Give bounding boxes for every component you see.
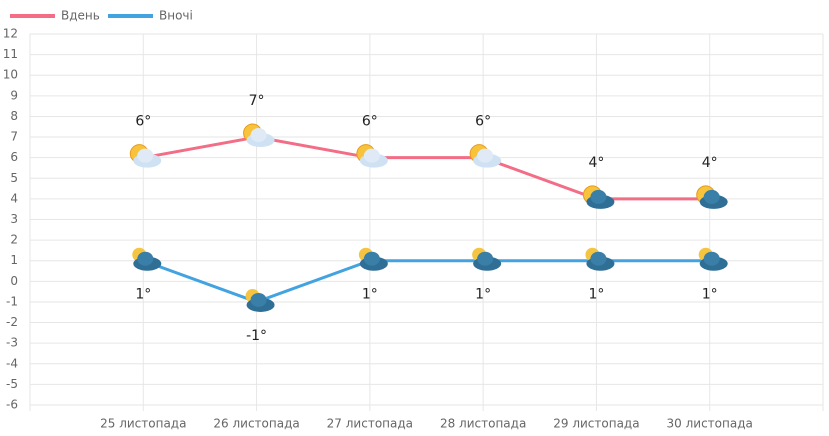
y-tick-label: 9 <box>10 88 18 102</box>
y-tick-label: -2 <box>6 315 18 329</box>
y-tick-label: -1 <box>6 294 18 308</box>
cloud <box>590 189 607 204</box>
x-tick-label: 30 листопада <box>667 417 753 431</box>
weather-icon <box>129 144 162 168</box>
y-tick-label: 1 <box>10 253 18 267</box>
weather-icon <box>243 123 275 148</box>
weather-icon <box>472 247 502 271</box>
cloud <box>137 251 154 266</box>
value-label: 1° <box>135 287 151 303</box>
value-label: 1° <box>475 287 491 303</box>
series-line <box>143 135 710 201</box>
x-tick-label: 28 листопада <box>440 417 526 431</box>
y-tick-label: -6 <box>6 398 18 412</box>
weather-icon <box>585 247 615 271</box>
cloud <box>590 251 607 266</box>
value-label: 1° <box>702 287 718 303</box>
weather-icon <box>245 288 275 312</box>
x-tick-label: 25 листопада <box>100 417 186 431</box>
y-tick-label: 10 <box>3 68 18 82</box>
cloud <box>137 148 154 163</box>
y-tick-label: -3 <box>6 336 18 350</box>
series-line <box>142 259 710 304</box>
value-label: 7° <box>249 93 265 109</box>
weather-icon <box>356 144 388 168</box>
cloud <box>250 128 267 143</box>
x-tick-label: 29 листопада <box>553 417 639 431</box>
y-tick-label: 8 <box>10 109 18 123</box>
value-label: 6° <box>135 114 151 130</box>
value-label: 4° <box>588 155 604 171</box>
cloud <box>363 251 380 266</box>
cloud <box>363 148 380 163</box>
y-tick-label: 0 <box>10 274 18 288</box>
y-tick-label: 2 <box>10 233 18 247</box>
value-label: 1° <box>362 287 378 303</box>
y-tick-label: 6 <box>10 150 18 164</box>
x-tick-label: 26 листопада <box>213 417 299 431</box>
weather-icon <box>469 144 502 168</box>
y-tick-label: 3 <box>10 212 18 226</box>
cloud <box>477 148 494 163</box>
y-tick-label: -4 <box>6 356 18 370</box>
weather-icon <box>358 247 388 271</box>
weather-icon <box>582 185 615 209</box>
value-label: 6° <box>362 114 378 130</box>
value-label: 4° <box>702 155 718 171</box>
cloud <box>477 251 494 266</box>
y-tick-label: 4 <box>10 191 18 205</box>
value-label: 1° <box>588 287 604 303</box>
weather-icon <box>698 247 728 271</box>
weather-icon <box>696 185 728 209</box>
y-tick-label: 5 <box>10 171 18 185</box>
value-label: -1° <box>246 328 267 344</box>
cloud <box>703 251 720 266</box>
cloud <box>703 189 720 204</box>
y-tick-label: -5 <box>6 377 18 391</box>
cloud <box>250 292 267 307</box>
legend-label: Вдень <box>61 9 100 23</box>
x-tick-label: 27 листопада <box>327 417 413 431</box>
weather-icon <box>132 247 162 271</box>
value-label: 6° <box>475 114 491 130</box>
y-tick-label: 7 <box>10 130 18 144</box>
y-tick-label: 12 <box>3 27 18 41</box>
legend-label: Вночі <box>159 9 193 23</box>
y-tick-label: 11 <box>3 47 18 61</box>
